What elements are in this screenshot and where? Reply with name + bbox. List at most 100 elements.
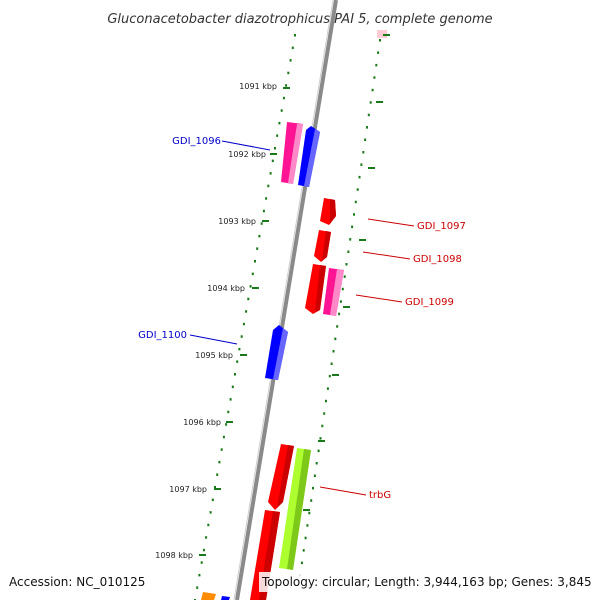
gene-label-gdi-1096[interactable]: GDI_1096 <box>172 136 221 147</box>
gc-dot <box>289 59 292 62</box>
gc-dot <box>205 536 208 539</box>
leader-trbg <box>319 486 367 496</box>
gc-skew-marks-right <box>303 34 390 511</box>
gc-dot <box>262 209 265 213</box>
genome-title: Gluconacetobacter diazotrophicus PAI 5, … <box>107 12 492 27</box>
gene-label-trbg[interactable]: trbG <box>369 490 391 501</box>
tick-1098: 1098 kbp <box>155 551 206 560</box>
gc-dot <box>308 511 311 515</box>
tick-1097: 1097 kbp <box>169 485 221 494</box>
gc-dot <box>254 260 256 263</box>
gc-dot <box>285 84 288 87</box>
gc-dot <box>249 285 252 288</box>
gc-dot <box>236 360 239 363</box>
gc-dot <box>312 486 314 490</box>
leader-gdi-1096 <box>221 140 271 151</box>
gc-dot <box>222 435 225 439</box>
gc-dot <box>317 449 320 453</box>
leader-gdi-1098 <box>362 251 411 260</box>
gc-dot <box>271 159 274 163</box>
tick-1095: 1095 kbp <box>195 351 247 360</box>
gc-dot <box>211 498 214 502</box>
gc-content-ring-right <box>299 39 381 577</box>
gc-dot <box>360 163 363 166</box>
gc-dot <box>245 310 248 313</box>
cds-red-lower-1-shade <box>277 445 294 508</box>
gc-dot <box>315 462 318 465</box>
leader-gdi-1097 <box>367 218 415 227</box>
leader-gdi-1099 <box>355 294 403 303</box>
gc-dot <box>300 561 303 565</box>
gc-dot <box>267 184 270 188</box>
tick-1093: 1093 kbp <box>218 217 269 226</box>
gene-label-gdi-1099[interactable]: GDI_1099 <box>405 297 454 308</box>
gc-dot <box>242 322 245 326</box>
gc-dot <box>218 460 221 464</box>
gc-dot <box>325 399 327 403</box>
cds-gdi-1097-shade <box>330 199 336 224</box>
gc-dot <box>367 113 370 117</box>
gc-dot <box>258 234 261 238</box>
gc-dot <box>347 250 350 253</box>
gc-dot <box>207 523 210 527</box>
gc-dot <box>200 561 203 564</box>
tick-1092: 1092 kbp <box>228 150 277 159</box>
gc-dot <box>265 197 268 200</box>
tick-1096: 1096 kbp <box>183 418 233 427</box>
gc-dot <box>341 287 344 291</box>
gc-dot <box>256 247 259 250</box>
gc-dot <box>313 474 316 477</box>
tick-label: 1093 kbp <box>218 217 256 226</box>
feature-top-right <box>377 30 387 38</box>
gc-dot <box>231 385 234 389</box>
tick-label: 1094 kbp <box>207 284 245 293</box>
gc-dot <box>280 109 283 112</box>
cds-blue-bottom[interactable] <box>221 596 230 600</box>
gc-dot <box>302 549 305 552</box>
tick-label: 1091 kbp <box>239 82 277 91</box>
gc-dot <box>321 424 324 428</box>
gene-label-gdi-1100[interactable]: GDI_1100 <box>138 330 187 341</box>
gc-dot <box>345 263 348 266</box>
gc-dot <box>353 213 355 216</box>
cds-gdi-1096-magenta-shade <box>288 124 303 184</box>
gc-dot <box>354 200 357 204</box>
tick-1094: 1094 kbp <box>207 284 259 293</box>
cds-orange-bottom[interactable] <box>201 592 216 600</box>
gc-dot <box>330 362 333 365</box>
gc-dot <box>334 337 337 341</box>
gc-dot <box>375 63 378 67</box>
gc-dot <box>238 347 241 351</box>
gc-dot <box>227 410 230 414</box>
gc-dot <box>216 473 219 476</box>
gene-label-gdi-1098[interactable]: GDI_1098 <box>413 254 462 265</box>
genome-backbone <box>235 0 338 600</box>
gc-dot <box>282 96 285 100</box>
cds-gdi-1096-blue-shade <box>304 129 320 187</box>
gc-dot <box>251 272 254 276</box>
tick-1091: 1091 kbp <box>239 82 290 91</box>
gc-dot <box>328 374 331 378</box>
gc-dot <box>294 34 296 37</box>
cds-gdi-1100-shade <box>273 328 288 380</box>
tick-label: 1097 kbp <box>169 485 207 494</box>
tick-label: 1095 kbp <box>195 351 233 360</box>
summary-text: Topology: circular; Length: 3,944,163 bp… <box>261 575 592 589</box>
cds-gdi-1098-shade <box>322 231 331 261</box>
gc-dot <box>338 312 341 316</box>
gc-dot <box>240 335 243 338</box>
gc-dot <box>356 188 359 191</box>
gc-dot <box>326 387 329 390</box>
gc-dot <box>220 448 223 451</box>
gc-dot <box>291 46 294 50</box>
cds-trbg-lime-shade <box>287 449 311 570</box>
gc-dot <box>260 222 263 225</box>
gc-dot <box>364 138 367 141</box>
gc-dot <box>362 151 365 154</box>
genome-band <box>232 28 372 600</box>
gene-label-gdi-1097[interactable]: GDI_1097 <box>417 221 466 232</box>
cds-gdi-1099-red-shade <box>315 265 326 312</box>
gc-dot <box>304 536 307 540</box>
accession-text: Accession: NC_010125 <box>9 575 145 589</box>
